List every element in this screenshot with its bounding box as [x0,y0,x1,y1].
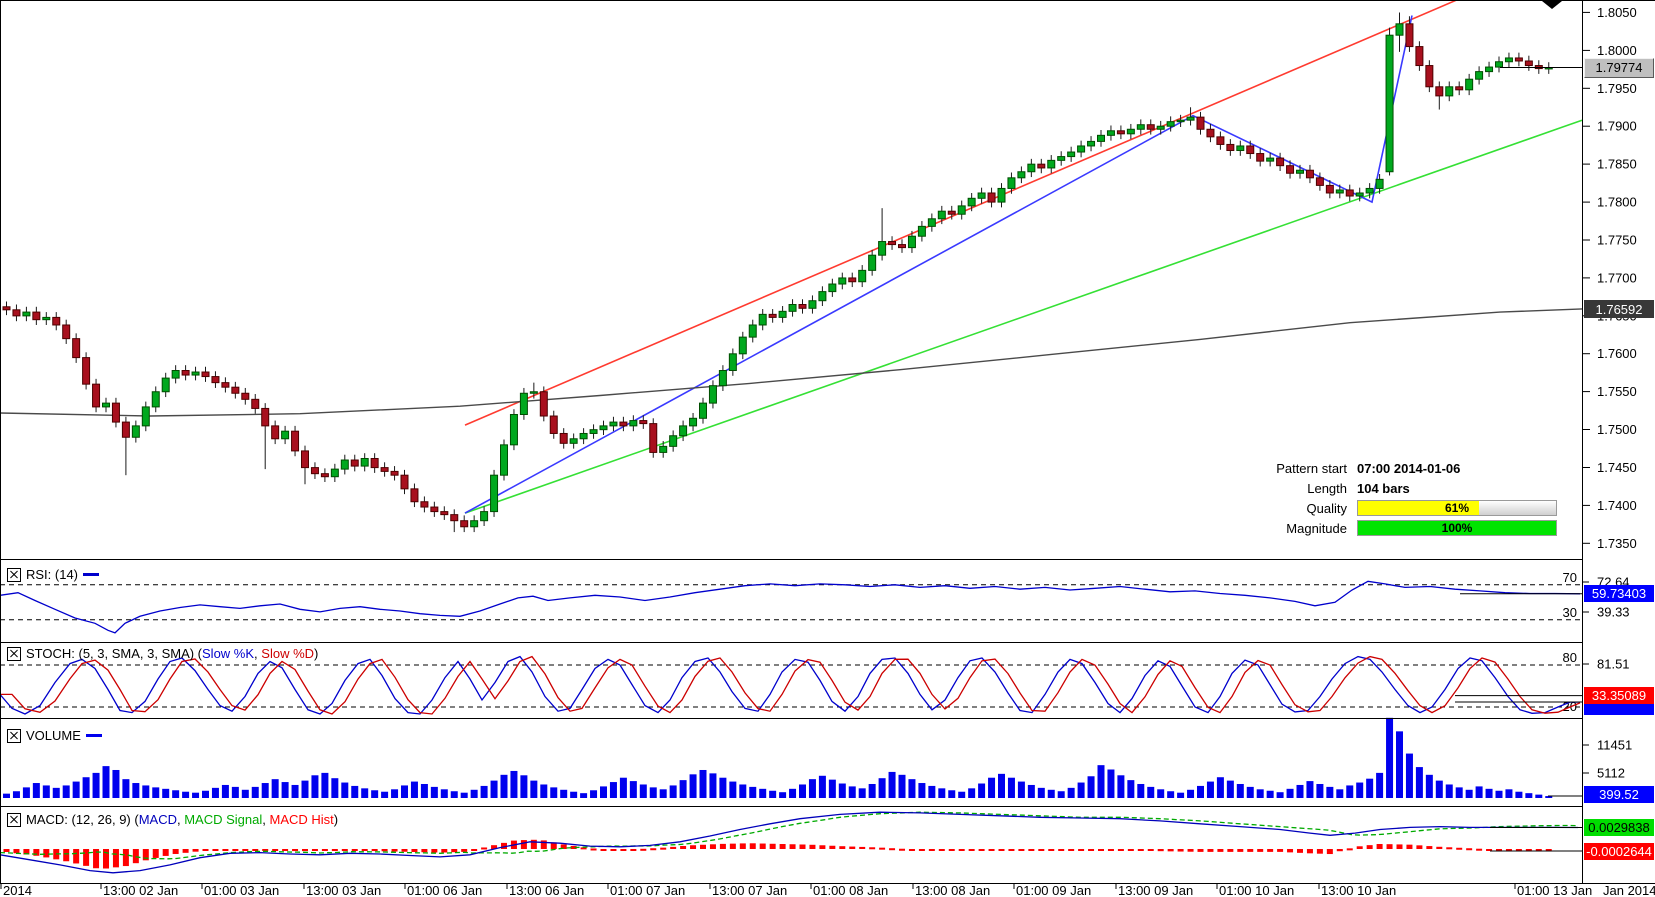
stoch-d-value-box: 33.35089 [1584,687,1654,705]
macd-close-icon[interactable] [7,812,21,827]
svg-text:70: 70 [1563,570,1577,585]
stoch-d-label: Slow %D [261,646,315,661]
quality-progress-bar: 61% [1357,500,1557,516]
pattern-length-row: Length 104 bars [1180,478,1570,498]
magnitude-progress-bar: 100% [1357,520,1557,536]
rsi-line-swatch-icon [83,573,100,576]
svg-text:39.33: 39.33 [1597,605,1630,620]
svg-text:13:00 03 Jan: 13:00 03 Jan [306,883,381,897]
current-price-box: 1.79774 [1584,57,1654,78]
svg-text:1.7700: 1.7700 [1597,270,1637,285]
svg-text:13:00 09 Jan: 13:00 09 Jan [1118,883,1193,897]
svg-text:1.7850: 1.7850 [1597,157,1637,172]
svg-text:01:00 13 Jan: 01:00 13 Jan [1517,883,1592,897]
macd-signal-value-box: 0.0029838 [1584,819,1654,836]
rsi-panel-header: RSI: (14) [7,567,100,582]
svg-text:1.7450: 1.7450 [1597,460,1637,475]
macd-signal-label: MACD Signal [184,812,263,827]
pattern-quality-row: Quality 61% [1180,498,1570,518]
svg-text:Jan 2014: Jan 2014 [1603,883,1655,897]
svg-text:01:00 09 Jan: 01:00 09 Jan [1016,883,1091,897]
macd-hist-label: MACD Hist [269,812,334,827]
svg-text:1.7900: 1.7900 [1597,119,1637,134]
pattern-magnitude-label: Magnitude [1286,520,1347,536]
svg-text:1.8000: 1.8000 [1597,43,1637,58]
svg-text:11451: 11451 [1597,738,1632,753]
rsi-value-box: 59.73403 [1584,585,1654,603]
pattern-info-box: Pattern start 07:00 2014-01-06 Length 10… [1180,458,1570,538]
volume-close-icon[interactable] [7,728,21,743]
volume-value-box: 399.52 [1584,785,1654,803]
svg-text:1.7950: 1.7950 [1597,81,1637,96]
svg-text:80: 80 [1563,650,1577,665]
svg-text:81.51: 81.51 [1597,657,1630,672]
moving-average-value-box: 1.76592 [1584,300,1654,318]
svg-text:13:00 10 Jan: 13:00 10 Jan [1321,883,1396,897]
rsi-title: RSI: (14) [26,567,79,582]
pattern-start-label: Pattern start [1276,460,1347,476]
macd-hist-value-box: -0.0002644 [1584,842,1654,860]
macd-panel-header: MACD: (12, 26, 9) (MACD, MACD Signal, MA… [7,812,338,827]
svg-text:13:00 06 Jan: 13:00 06 Jan [509,883,584,897]
magnitude-percent: 100% [1441,521,1473,535]
svg-text:01:00 03 Jan: 01:00 03 Jan [204,883,279,897]
svg-text:1.7600: 1.7600 [1597,346,1637,361]
svg-text:1.7550: 1.7550 [1597,384,1637,399]
svg-text:13:00 02 Jan: 13:00 02 Jan [103,883,178,897]
svg-text:1.7400: 1.7400 [1597,498,1637,513]
svg-text:01:00 07 Jan: 01:00 07 Jan [610,883,685,897]
svg-text:1.7800: 1.7800 [1597,195,1637,210]
pattern-start-row: Pattern start 07:00 2014-01-06 [1180,458,1570,478]
stoch-k-label: Slow %K [202,646,255,661]
svg-text:1.8050: 1.8050 [1597,5,1637,20]
volume-line-swatch-icon [85,734,102,737]
macd-line-label: MACD [138,812,177,827]
volume-panel-header: VOLUME [7,728,102,743]
pattern-quality-label: Quality [1306,500,1347,516]
svg-text:13:00 07 Jan: 13:00 07 Jan [712,883,787,897]
svg-text:1.7500: 1.7500 [1597,422,1637,437]
pattern-length-value: 104 bars [1357,480,1410,496]
stoch-close-icon[interactable] [7,646,21,661]
macd-title: MACD: (12, 26, 9) (MACD, MACD Signal, MA… [26,812,339,827]
volume-title: VOLUME [26,728,81,743]
svg-text:2014: 2014 [3,883,32,897]
svg-text:30: 30 [1563,605,1577,620]
stoch-panel-header: STOCH: (5, 3, SMA, 3, SMA) (Slow %K, Slo… [7,646,318,661]
pattern-magnitude-row: Magnitude 100% [1180,518,1570,538]
quality-progress-fill [1358,501,1479,515]
svg-text:01:00 08 Jan: 01:00 08 Jan [813,883,888,897]
pattern-start-value: 07:00 2014-01-06 [1357,460,1461,476]
rsi-close-icon[interactable] [7,567,21,582]
svg-text:01:00 06 Jan: 01:00 06 Jan [407,883,482,897]
magnitude-progress-fill [1358,521,1556,535]
svg-text:1.7750: 1.7750 [1597,233,1637,248]
svg-text:01:00 10 Jan: 01:00 10 Jan [1219,883,1294,897]
svg-text:1.7350: 1.7350 [1597,536,1637,551]
stoch-title: STOCH: (5, 3, SMA, 3, SMA) (Slow %K, Slo… [26,646,319,661]
svg-text:13:00 08 Jan: 13:00 08 Jan [915,883,990,897]
svg-text:5112: 5112 [1597,766,1625,781]
quality-percent: 61% [1444,501,1470,515]
pattern-length-label: Length [1307,480,1347,496]
